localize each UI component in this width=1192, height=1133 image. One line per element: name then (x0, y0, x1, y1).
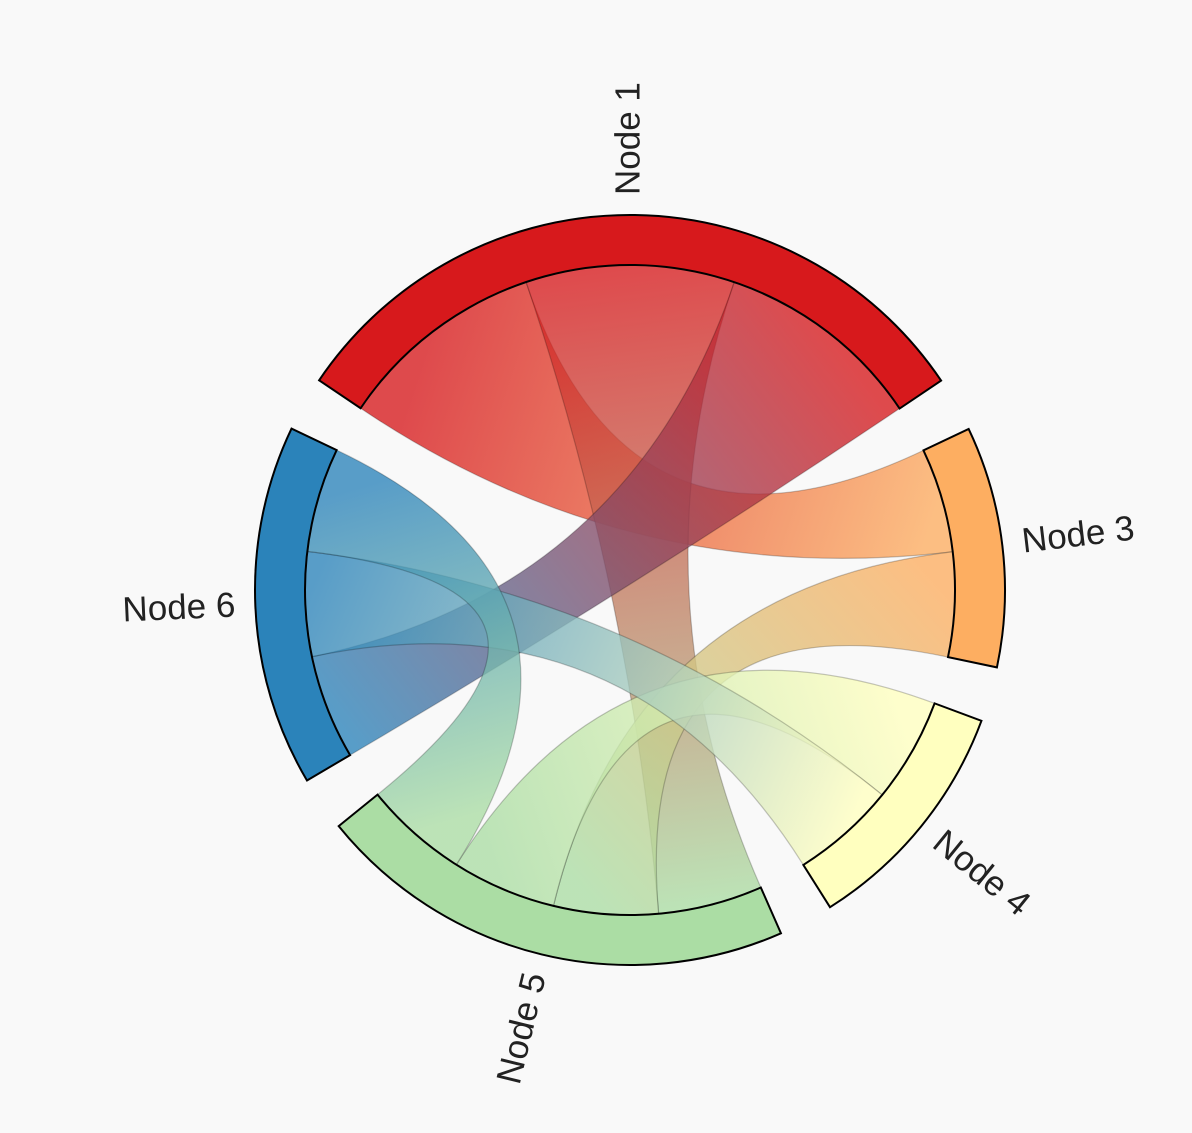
node-arc (254, 427, 352, 782)
node-label: Node 6 (122, 586, 236, 630)
node-arc (337, 793, 783, 966)
node-arc (801, 702, 983, 909)
node-label: Node 4 (926, 822, 1038, 923)
ribbons (304, 264, 956, 916)
node-arc (317, 214, 943, 410)
node-label: Node 5 (489, 969, 553, 1088)
node-arc (922, 427, 1006, 669)
arcs (254, 214, 1006, 966)
node-label: Node 3 (1020, 509, 1137, 561)
node-label: Node 1 (608, 82, 647, 195)
